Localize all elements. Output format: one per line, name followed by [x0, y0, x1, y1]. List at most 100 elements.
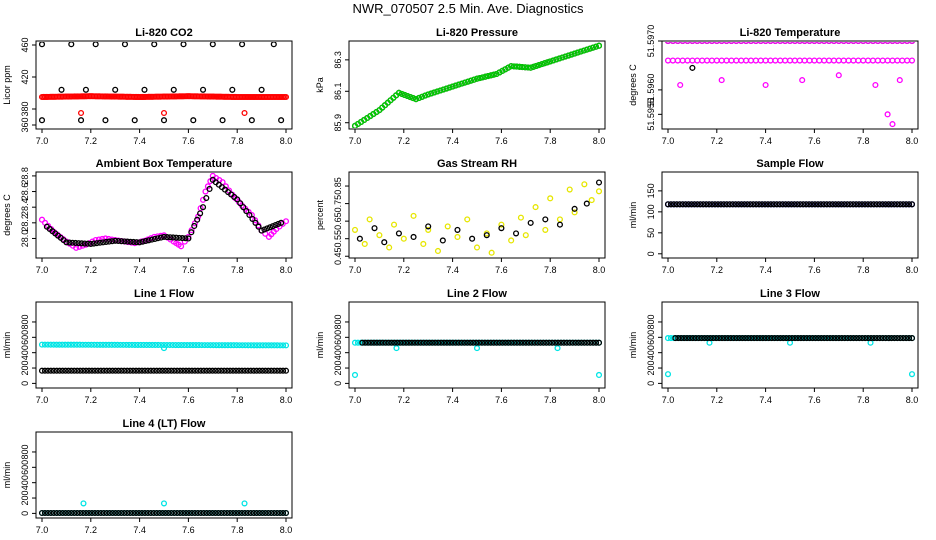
data-point: [180, 509, 187, 517]
data-point: [212, 509, 219, 517]
data-point: [832, 335, 840, 342]
data-point: [432, 339, 439, 346]
data-point: [153, 509, 160, 517]
data-point: [850, 57, 857, 64]
data-point: [814, 201, 821, 208]
data-point: [899, 57, 906, 64]
data-point: [808, 201, 816, 208]
data-point: [235, 509, 243, 517]
data-point: [704, 42, 710, 45]
data-point: [838, 335, 845, 342]
y-tick-label: 0: [20, 381, 30, 386]
data-point: [83, 509, 90, 517]
data-point: [162, 367, 169, 374]
data-point: [817, 201, 824, 208]
data-point: [754, 335, 761, 342]
data-point: [756, 201, 763, 208]
data-point: [47, 341, 54, 348]
data-point: [259, 509, 266, 517]
data-point: [595, 42, 603, 49]
data-point: [876, 201, 883, 208]
data-point: [461, 339, 468, 346]
data-point: [707, 335, 714, 342]
data-point: [91, 367, 98, 374]
data-point: [454, 226, 461, 233]
y-tick-label: 400: [333, 345, 343, 360]
data-point: [703, 201, 710, 208]
data-point: [891, 335, 898, 342]
data-point: [667, 201, 674, 208]
data-point: [908, 335, 916, 342]
data-point: [664, 57, 672, 64]
plot-frame: [661, 301, 919, 389]
data-point: [41, 367, 48, 374]
data-point: [762, 57, 769, 64]
data-point: [118, 509, 125, 517]
data-point: [222, 183, 229, 190]
data-point: [165, 509, 172, 517]
data-point: [762, 42, 769, 45]
x-tick-label: 7.6: [808, 395, 821, 405]
x-tick-label: 7.8: [857, 265, 870, 275]
data-point: [556, 221, 564, 228]
data-point: [560, 339, 567, 346]
data-point: [765, 335, 772, 342]
data-point: [85, 367, 93, 374]
data-point: [272, 222, 279, 229]
y-tick-label: 420: [20, 69, 30, 84]
data-point: [741, 201, 748, 208]
data-point: [105, 341, 112, 348]
data-point: [809, 335, 816, 342]
data-point: [280, 509, 287, 517]
data-point: [264, 225, 271, 232]
data-point: [440, 86, 447, 93]
data-point: [185, 235, 192, 242]
data-point: [789, 335, 796, 342]
y-tick-label: 400: [646, 345, 656, 360]
data-point: [577, 48, 584, 55]
data-point: [479, 74, 486, 81]
data-point: [481, 339, 489, 346]
data-point: [151, 235, 158, 242]
y-tick-label: 0.65: [333, 212, 343, 230]
data-point: [547, 195, 554, 202]
data-point: [59, 509, 66, 517]
data-point: [206, 367, 213, 374]
data-point: [532, 204, 539, 211]
data-point: [422, 92, 429, 99]
data-point: [682, 201, 689, 208]
data-point: [845, 42, 852, 45]
data-point: [62, 341, 69, 348]
data-point: [219, 117, 226, 124]
data-point: [244, 509, 251, 517]
data-marks: [664, 201, 916, 208]
data-point: [444, 339, 451, 346]
data-point: [191, 367, 198, 374]
data-point: [391, 339, 398, 346]
data-point: [865, 335, 872, 342]
data-point: [847, 201, 854, 208]
data-point: [244, 367, 251, 374]
data-point: [241, 109, 248, 117]
data-point: [38, 367, 46, 374]
data-point: [720, 201, 727, 208]
data-point: [713, 335, 720, 342]
data-point: [549, 339, 556, 346]
data-point: [525, 339, 532, 346]
data-point: [80, 500, 87, 507]
data-point: [493, 339, 500, 346]
data-point: [700, 201, 707, 208]
data-point: [841, 201, 848, 208]
data-point: [464, 216, 471, 223]
data-point: [280, 342, 287, 349]
data-point: [258, 227, 265, 234]
data-point: [527, 219, 534, 226]
data-point: [850, 201, 857, 208]
data-point: [79, 341, 86, 348]
data-point: [786, 57, 794, 64]
data-point: [139, 238, 146, 245]
data-point: [811, 42, 818, 45]
data-marks: [351, 42, 603, 128]
x-tick-label: 7.6: [808, 136, 821, 146]
data-point: [801, 42, 808, 45]
